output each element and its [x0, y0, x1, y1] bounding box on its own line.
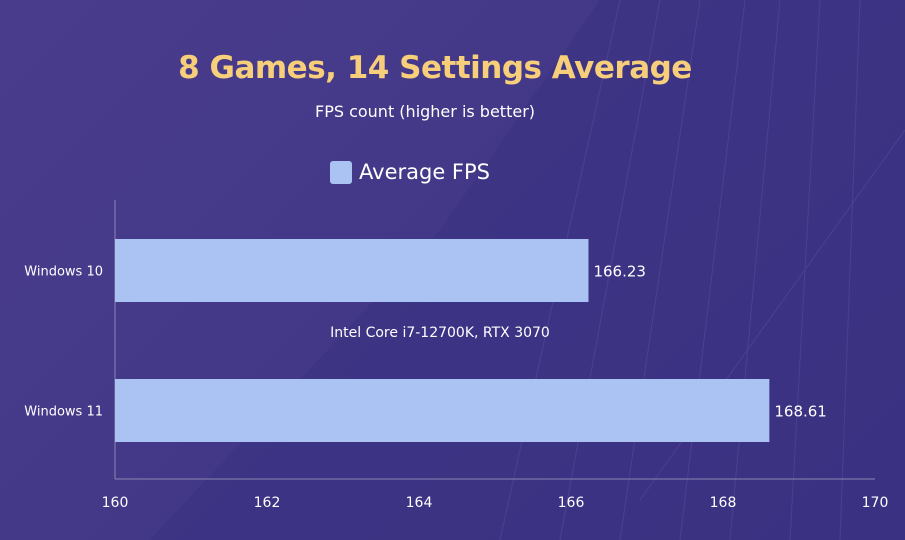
x-tick-label: 170 — [862, 495, 889, 511]
legend-label: Average FPS — [359, 160, 490, 184]
x-tick-label: 164 — [406, 495, 433, 511]
bar-windows-11[interactable] — [115, 379, 770, 442]
chart-annotation: Intel Core i7-12700K, RTX 3070 — [330, 325, 550, 341]
category-label: Windows 11 — [24, 405, 103, 420]
legend[interactable]: Average FPS — [330, 160, 490, 184]
data-label: 168.61 — [774, 403, 827, 421]
x-tick-label: 166 — [558, 495, 585, 511]
x-tick-label: 162 — [254, 495, 281, 511]
legend-swatch — [330, 160, 352, 184]
chart-title: 8 Games, 14 Settings Average — [178, 50, 692, 86]
data-label: 166.23 — [593, 263, 646, 281]
x-tick-label: 160 — [102, 495, 129, 511]
bar-windows-10[interactable] — [115, 239, 589, 302]
category-label: Windows 10 — [24, 265, 103, 280]
chart-subtitle: FPS count (higher is better) — [314, 102, 536, 121]
x-tick-label: 168 — [710, 495, 737, 511]
